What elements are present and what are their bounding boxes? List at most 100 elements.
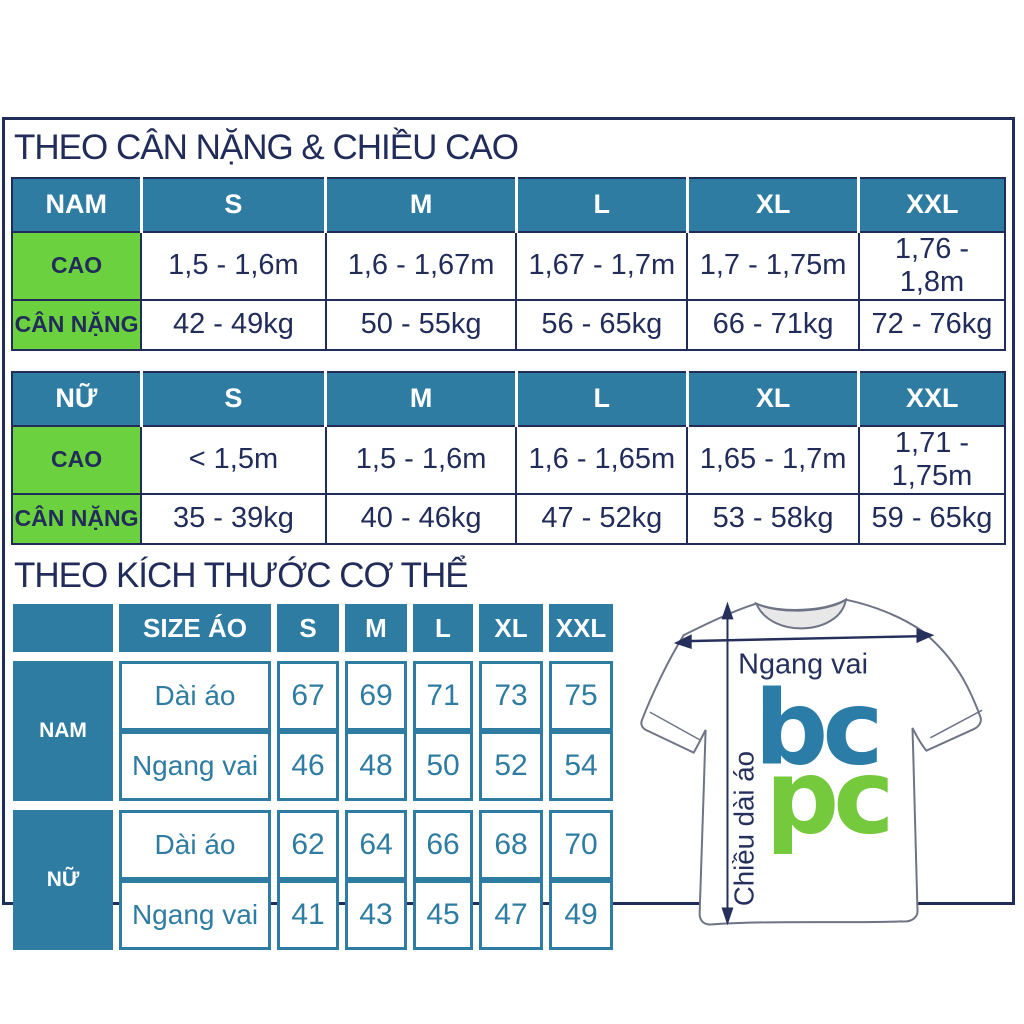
- value-cell: 70: [549, 810, 613, 880]
- length-arrowhead-top: [721, 601, 734, 620]
- value-cell: 1,67 - 1,7m: [515, 230, 689, 301]
- value-cell: 69: [345, 661, 407, 731]
- shirt-length-label: Chiều dài áo: [728, 751, 759, 906]
- header-cell: XL: [685, 370, 860, 427]
- row-label: CAO: [10, 230, 143, 301]
- value-cell: 67: [277, 661, 339, 731]
- value-cell: 66 - 71kg: [686, 298, 860, 351]
- header-cell: S: [139, 176, 327, 233]
- value-cell: 1,76 - 1,8m: [857, 230, 1007, 301]
- value-cell: 43: [345, 880, 407, 950]
- men-shoulder-row: Ngang vai 46 48 50 52 54: [13, 731, 613, 801]
- section-title-weight-height: THEO CÂN NẶNG & CHIỀU CAO: [14, 128, 519, 167]
- header-cell: SIZE ÁO: [119, 604, 271, 652]
- header-cell: L: [514, 370, 689, 427]
- value-cell: 48: [345, 731, 407, 801]
- value-cell: 46: [277, 731, 339, 801]
- header-cell: XXL: [857, 176, 1007, 233]
- men-table-header-row: NAM S M L XL XXL: [10, 176, 1007, 233]
- women-shirt-length-row: NỮ Dài áo 62 64 66 68 70: [13, 810, 613, 950]
- header-cell: XL: [479, 604, 543, 652]
- shoulder-arrowhead-left: [673, 634, 692, 649]
- value-cell: 53 - 58kg: [686, 492, 860, 545]
- header-cell: M: [324, 176, 518, 233]
- header-cell: NAM: [10, 176, 143, 233]
- spacer-row: [13, 801, 613, 810]
- men-size-table: NAM S M L XL XXL CAO 1,5 - 1,6m 1,6 - 1,…: [10, 176, 1007, 351]
- women-weight-row: CÂN NẶNG 35 - 39kg 40 - 46kg 47 - 52kg 5…: [10, 492, 1007, 545]
- row-label: CÂN NẶNG: [10, 492, 143, 545]
- men-height-row: CAO 1,5 - 1,6m 1,6 - 1,67m 1,67 - 1,7m 1…: [10, 230, 1007, 301]
- right-cuff-line: [930, 709, 983, 739]
- section-title-body-size: THEO KÍCH THƯỚC CƠ THỂ: [14, 555, 469, 595]
- value-cell: 75: [549, 661, 613, 731]
- tshirt-outline: [640, 598, 982, 926]
- logo-pc: pc: [765, 738, 888, 858]
- value-cell: 66: [413, 810, 473, 880]
- body-measurement-table: SIZE ÁO S M L XL XXL NAM Dài áo 67 69 71…: [7, 604, 619, 950]
- women-shoulder-row: Ngang vai 41 43 45 47 49: [13, 880, 613, 950]
- value-cell: 50: [413, 731, 473, 801]
- women-height-row: CAO < 1,5m 1,5 - 1,6m 1,6 - 1,65m 1,65 -…: [10, 424, 1007, 495]
- value-cell: 1,65 - 1,7m: [686, 424, 860, 495]
- measure-label: Dài áo: [119, 661, 271, 731]
- header-cell: M: [345, 604, 407, 652]
- group-label-men: NAM: [13, 661, 113, 801]
- value-cell: 1,6 - 1,65m: [515, 424, 689, 495]
- tshirt-illustration: Ngang vai Chiều dài áo bc pc: [640, 597, 983, 926]
- value-cell: 73: [479, 661, 543, 731]
- measure-label: Ngang vai: [119, 731, 271, 801]
- value-cell: 45: [413, 880, 473, 950]
- collar-shape: [754, 597, 848, 630]
- tshirt-diagram: Ngang vai Chiều dài áo bc pc: [632, 574, 1000, 949]
- women-size-table: NỮ S M L XL XXL CAO < 1,5m 1,5 - 1,6m 1,…: [10, 370, 1007, 545]
- value-cell: 52: [479, 731, 543, 801]
- header-cell: S: [277, 604, 339, 652]
- header-cell: NỮ: [10, 370, 143, 427]
- header-cell: XXL: [549, 604, 613, 652]
- shoulder-width-label: Ngang vai: [738, 649, 868, 681]
- value-cell: 64: [345, 810, 407, 880]
- value-cell: 35 - 39kg: [140, 492, 327, 545]
- men-shirt-length-row: NAM Dài áo 67 69 71 73 75: [13, 661, 613, 801]
- row-label: CAO: [10, 424, 143, 495]
- measure-label: Ngang vai: [119, 880, 271, 950]
- row-label: CÂN NẶNG: [10, 298, 143, 351]
- spacer-row: [13, 652, 613, 661]
- logo-bc: bc: [754, 669, 877, 789]
- length-arrowhead-bottom: [721, 907, 734, 926]
- header-cell: M: [324, 370, 518, 427]
- value-cell: 1,71 - 1,75m: [857, 424, 1007, 495]
- value-cell: 50 - 55kg: [324, 298, 518, 351]
- value-cell: 72 - 76kg: [857, 298, 1007, 351]
- value-cell: 40 - 46kg: [324, 492, 518, 545]
- left-cuff-line: [649, 711, 700, 741]
- value-cell: 1,5 - 1,6m: [324, 424, 518, 495]
- value-cell: 49: [549, 880, 613, 950]
- value-cell: 47 - 52kg: [515, 492, 689, 545]
- measure-label: Dài áo: [119, 810, 271, 880]
- value-cell: 68: [479, 810, 543, 880]
- header-cell: S: [139, 370, 327, 427]
- header-cell: L: [413, 604, 473, 652]
- value-cell: 62: [277, 810, 339, 880]
- group-label-women: NỮ: [13, 810, 113, 950]
- header-cell: L: [514, 176, 689, 233]
- header-cell-empty: [13, 604, 113, 652]
- value-cell: 42 - 49kg: [140, 298, 327, 351]
- value-cell: 59 - 65kg: [857, 492, 1007, 545]
- body-size-section: SIZE ÁO S M L XL XXL NAM Dài áo 67 69 71…: [11, 597, 1006, 950]
- value-cell: 1,6 - 1,67m: [324, 230, 518, 301]
- value-cell: < 1,5m: [140, 424, 327, 495]
- women-table-header-row: NỮ S M L XL XXL: [10, 370, 1007, 427]
- value-cell: 1,5 - 1,6m: [140, 230, 327, 301]
- header-cell: XL: [685, 176, 860, 233]
- value-cell: 56 - 65kg: [515, 298, 689, 351]
- value-cell: 1,7 - 1,75m: [686, 230, 860, 301]
- value-cell: 41: [277, 880, 339, 950]
- header-cell: XXL: [857, 370, 1007, 427]
- shoulder-arrowhead-right: [916, 628, 935, 644]
- value-cell: 71: [413, 661, 473, 731]
- value-cell: 47: [479, 880, 543, 950]
